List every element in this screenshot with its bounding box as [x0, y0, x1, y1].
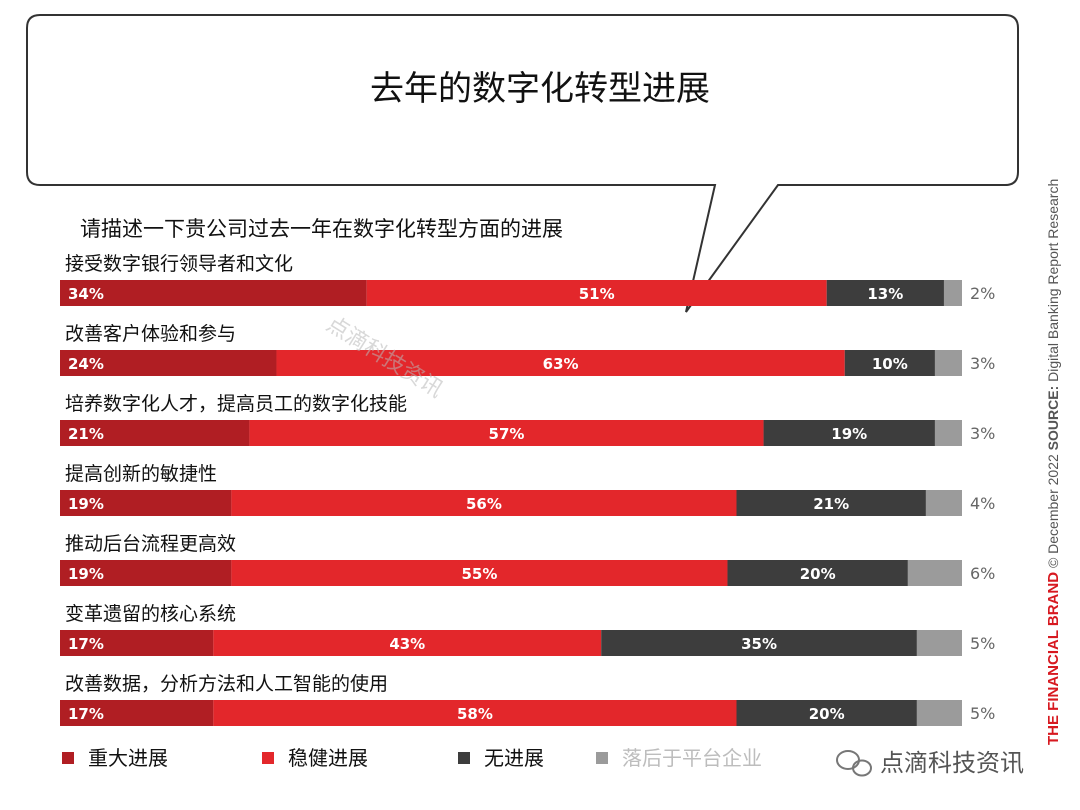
wechat-icon	[836, 750, 872, 777]
data-label: 51%	[579, 285, 615, 303]
legend-label: 无进展	[484, 746, 544, 770]
category-label: 推动后台流程更高效	[65, 533, 236, 555]
bar-segment	[60, 280, 367, 306]
bar-segment	[907, 560, 962, 586]
legend-label: 落后于平台企业	[622, 746, 762, 770]
legend: 重大进展 稳健进展 无进展 落后于平台企业	[62, 746, 762, 770]
data-label: 4%	[970, 494, 995, 513]
category-label: 培养数字化人才，提高员工的数字化技能	[65, 393, 407, 415]
copyright-text: © December 2022	[1045, 454, 1061, 569]
chart-subtitle: 请描述一下贵公司过去一年在数字化转型方面的进展	[80, 217, 563, 241]
bar-segment	[943, 280, 962, 306]
bar-segment	[934, 350, 962, 376]
data-label: 43%	[389, 635, 425, 653]
bar-segment	[231, 560, 728, 586]
data-label: 20%	[809, 705, 845, 723]
bar-segment	[925, 490, 962, 516]
source-text: Digital Banking Report Research	[1045, 178, 1061, 382]
legend-swatch	[458, 752, 470, 764]
bar-segment	[826, 280, 944, 306]
source-label: SOURCE:	[1045, 385, 1061, 451]
bar-segment	[763, 420, 935, 446]
data-label: 17%	[68, 705, 104, 723]
bar-segment	[844, 350, 935, 376]
data-label: 19%	[68, 495, 104, 513]
data-label: 17%	[68, 635, 104, 653]
data-label: 5%	[970, 704, 995, 723]
legend-label: 稳健进展	[288, 746, 368, 770]
data-label: 5%	[970, 634, 995, 653]
data-label: 20%	[800, 565, 836, 583]
data-label: 6%	[970, 564, 995, 583]
data-label: 21%	[813, 495, 849, 513]
data-label: 2%	[970, 284, 995, 303]
side-credit: THE FINANCIAL BRAND © December 2022 SOUR…	[1043, 55, 1063, 745]
data-label: 10%	[872, 355, 908, 373]
data-label: 58%	[457, 705, 493, 723]
bar-segment	[276, 350, 845, 376]
bar-segment	[231, 490, 737, 516]
bar-segment	[727, 560, 908, 586]
bar-segment	[213, 700, 737, 726]
bar-segment	[60, 630, 214, 656]
data-label: 57%	[489, 425, 525, 443]
bar-segment	[60, 560, 232, 586]
data-label: 55%	[461, 565, 497, 583]
bar-segment	[916, 700, 962, 726]
category-label: 变革遗留的核心系统	[65, 603, 236, 625]
data-label: 34%	[68, 285, 104, 303]
data-label: 24%	[68, 355, 104, 373]
data-label: 21%	[68, 425, 104, 443]
bar-segment	[60, 420, 250, 446]
data-label: 19%	[831, 425, 867, 443]
data-label: 3%	[970, 354, 995, 373]
data-label: 35%	[741, 635, 777, 653]
brand-name: THE FINANCIAL BRAND	[1045, 571, 1062, 745]
bar-segment	[934, 420, 962, 446]
data-label: 19%	[68, 565, 104, 583]
bar-segment	[916, 630, 962, 656]
data-label: 56%	[466, 495, 502, 513]
legend-swatch	[262, 752, 274, 764]
speech-bubble	[26, 14, 1019, 313]
bar-segment	[366, 280, 827, 306]
bar-segment	[60, 350, 277, 376]
data-label: 63%	[543, 355, 579, 373]
legend-label: 重大进展	[88, 746, 168, 770]
bar-segment	[60, 490, 232, 516]
bar-segment	[736, 490, 926, 516]
bar-segment	[601, 630, 917, 656]
account-name: 点滴科技资讯	[880, 749, 1024, 777]
chart-title: 去年的数字化转型进展	[370, 69, 710, 109]
category-label: 提高创新的敏捷性	[65, 463, 217, 485]
bar-segment	[60, 700, 214, 726]
wechat-watermark: 点滴科技资讯	[836, 749, 1024, 777]
data-label: 13%	[867, 285, 903, 303]
bar-segment	[736, 700, 917, 726]
category-label: 接受数字银行领导者和文化	[65, 253, 293, 275]
category-label: 改善数据，分析方法和人工智能的使用	[65, 673, 388, 695]
data-label: 3%	[970, 424, 995, 443]
bar-segment	[249, 420, 764, 446]
category-label: 改善客户体验和参与	[65, 323, 236, 345]
bar-segment	[213, 630, 602, 656]
legend-swatch	[62, 752, 74, 764]
legend-swatch	[596, 752, 608, 764]
